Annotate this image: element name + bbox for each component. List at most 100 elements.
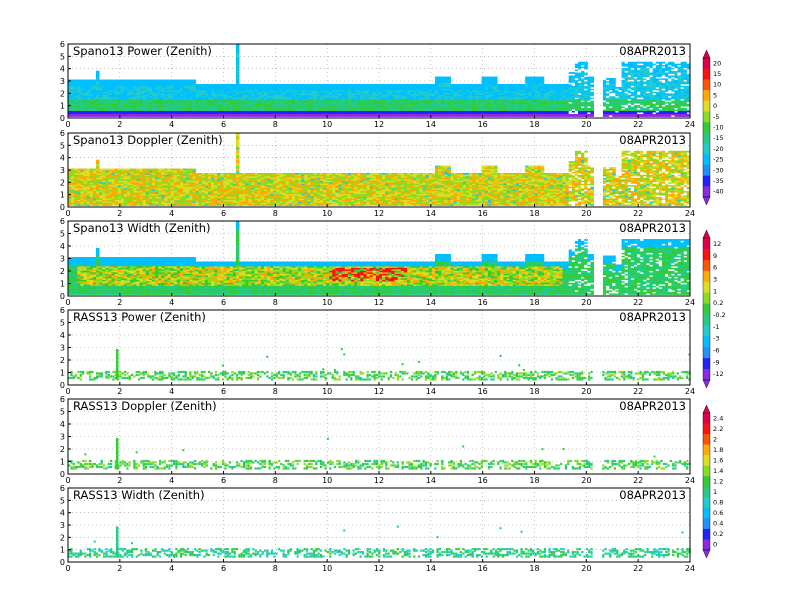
- heatmap-cell: [267, 88, 271, 91]
- heatmap-cell: [245, 101, 249, 104]
- heatmap-cell: [621, 81, 626, 83]
- heatmap-cell: [434, 91, 439, 94]
- heatmap-cell: [379, 88, 383, 91]
- heatmap-cell: [525, 89, 529, 92]
- heatmap-cell: [139, 106, 144, 109]
- heatmap-cell: [416, 112, 420, 114]
- heatmap-cell: [298, 97, 302, 100]
- heatmap-cell: [242, 89, 246, 92]
- heatmap-cell: [158, 97, 162, 100]
- heatmap-cell: [462, 110, 467, 113]
- heatmap-cell: [161, 79, 165, 82]
- heatmap-cell: [615, 103, 619, 106]
- heatmap-cell: [431, 85, 436, 88]
- heatmap-cell: [478, 89, 483, 92]
- heatmap-cell: [335, 115, 339, 117]
- heatmap-cell: [438, 112, 442, 114]
- heatmap-cell: [615, 91, 619, 94]
- heatmap-cell: [515, 115, 520, 117]
- heatmap-cell: [130, 107, 134, 110]
- heatmap-cell: [562, 94, 566, 97]
- heatmap-cell: [422, 100, 427, 103]
- heatmap-cell: [434, 81, 439, 83]
- heatmap-cell: [406, 106, 411, 109]
- heatmap-cell: [351, 101, 355, 104]
- heatmap-cell: [612, 109, 616, 111]
- heatmap-cell: [606, 95, 610, 98]
- heatmap-cell: [326, 86, 330, 89]
- heatmap-cell: [229, 110, 234, 113]
- heatmap-cell: [285, 112, 290, 114]
- heatmap-cell: [447, 100, 451, 103]
- heatmap-cell: [391, 110, 395, 113]
- heatmap-cell: [531, 112, 535, 114]
- heatmap-cell: [291, 107, 296, 110]
- heatmap-cell: [92, 81, 97, 83]
- heatmap-cell: [366, 91, 371, 94]
- heatmap-cell: [459, 88, 464, 91]
- heatmap-cell: [170, 79, 175, 82]
- heatmap-cell: [151, 91, 156, 94]
- heatmap-cell: [148, 95, 153, 98]
- heatmap-cell: [344, 98, 349, 101]
- heatmap-cell: [584, 89, 588, 92]
- heatmap-cell: [83, 113, 88, 116]
- heatmap-cell: [584, 101, 588, 104]
- heatmap-cell: [379, 83, 383, 86]
- heatmap-cell: [176, 113, 181, 116]
- heatmap-cell: [102, 88, 106, 91]
- heatmap-cell: [105, 98, 109, 101]
- heatmap-cell: [487, 79, 492, 82]
- heatmap-cell: [500, 100, 504, 103]
- heatmap-cell: [201, 94, 206, 97]
- heatmap-cell: [475, 107, 479, 110]
- heatmap-cell: [158, 106, 162, 109]
- heatmap-cell: [341, 100, 346, 103]
- heatmap-cell: [416, 104, 420, 107]
- heatmap-cell: [68, 103, 72, 106]
- heatmap-cell: [313, 101, 318, 104]
- heatmap-cell: [372, 89, 377, 92]
- heatmap-cell: [310, 83, 315, 86]
- heatmap-cell: [335, 112, 339, 114]
- heatmap-cell: [117, 81, 122, 83]
- heatmap-cell: [606, 85, 610, 88]
- heatmap-cell: [136, 113, 140, 116]
- heatmap-cell: [179, 81, 184, 83]
- heatmap-cell: [537, 97, 542, 100]
- heatmap-cell: [71, 86, 75, 89]
- heatmap-cell: [285, 97, 290, 100]
- heatmap-cell: [307, 100, 311, 103]
- heatmap-cell: [481, 97, 486, 100]
- heatmap-cell: [133, 95, 137, 98]
- heatmap-cell: [83, 115, 88, 117]
- heatmap-cell: [155, 97, 159, 100]
- heatmap-cell: [99, 103, 103, 106]
- heatmap-cell: [123, 110, 128, 113]
- heatmap-cell: [167, 88, 172, 91]
- heatmap-cell: [562, 106, 566, 109]
- heatmap-cell: [301, 88, 305, 91]
- heatmap-cell: [590, 100, 594, 103]
- heatmap-cell: [229, 112, 234, 114]
- heatmap-cell: [490, 92, 495, 95]
- heatmap-cell: [571, 94, 576, 97]
- heatmap-cell: [506, 94, 511, 97]
- heatmap-cell: [621, 112, 626, 114]
- heatmap-cell: [379, 103, 383, 106]
- heatmap-cell: [239, 89, 243, 92]
- heatmap-cell: [528, 115, 532, 117]
- heatmap-cell: [313, 109, 318, 111]
- heatmap-cell: [164, 79, 168, 82]
- heatmap-cell: [475, 112, 479, 114]
- heatmap-cell: [341, 107, 346, 110]
- heatmap-cell: [568, 110, 573, 113]
- heatmap-cell: [111, 83, 116, 86]
- heatmap-cell: [466, 91, 470, 94]
- heatmap-cell: [313, 98, 318, 101]
- heatmap-cell: [71, 109, 75, 111]
- heatmap-cell: [167, 104, 172, 107]
- heatmap-cell: [304, 110, 308, 113]
- heatmap-cell: [581, 113, 585, 116]
- heatmap-cell: [509, 86, 514, 89]
